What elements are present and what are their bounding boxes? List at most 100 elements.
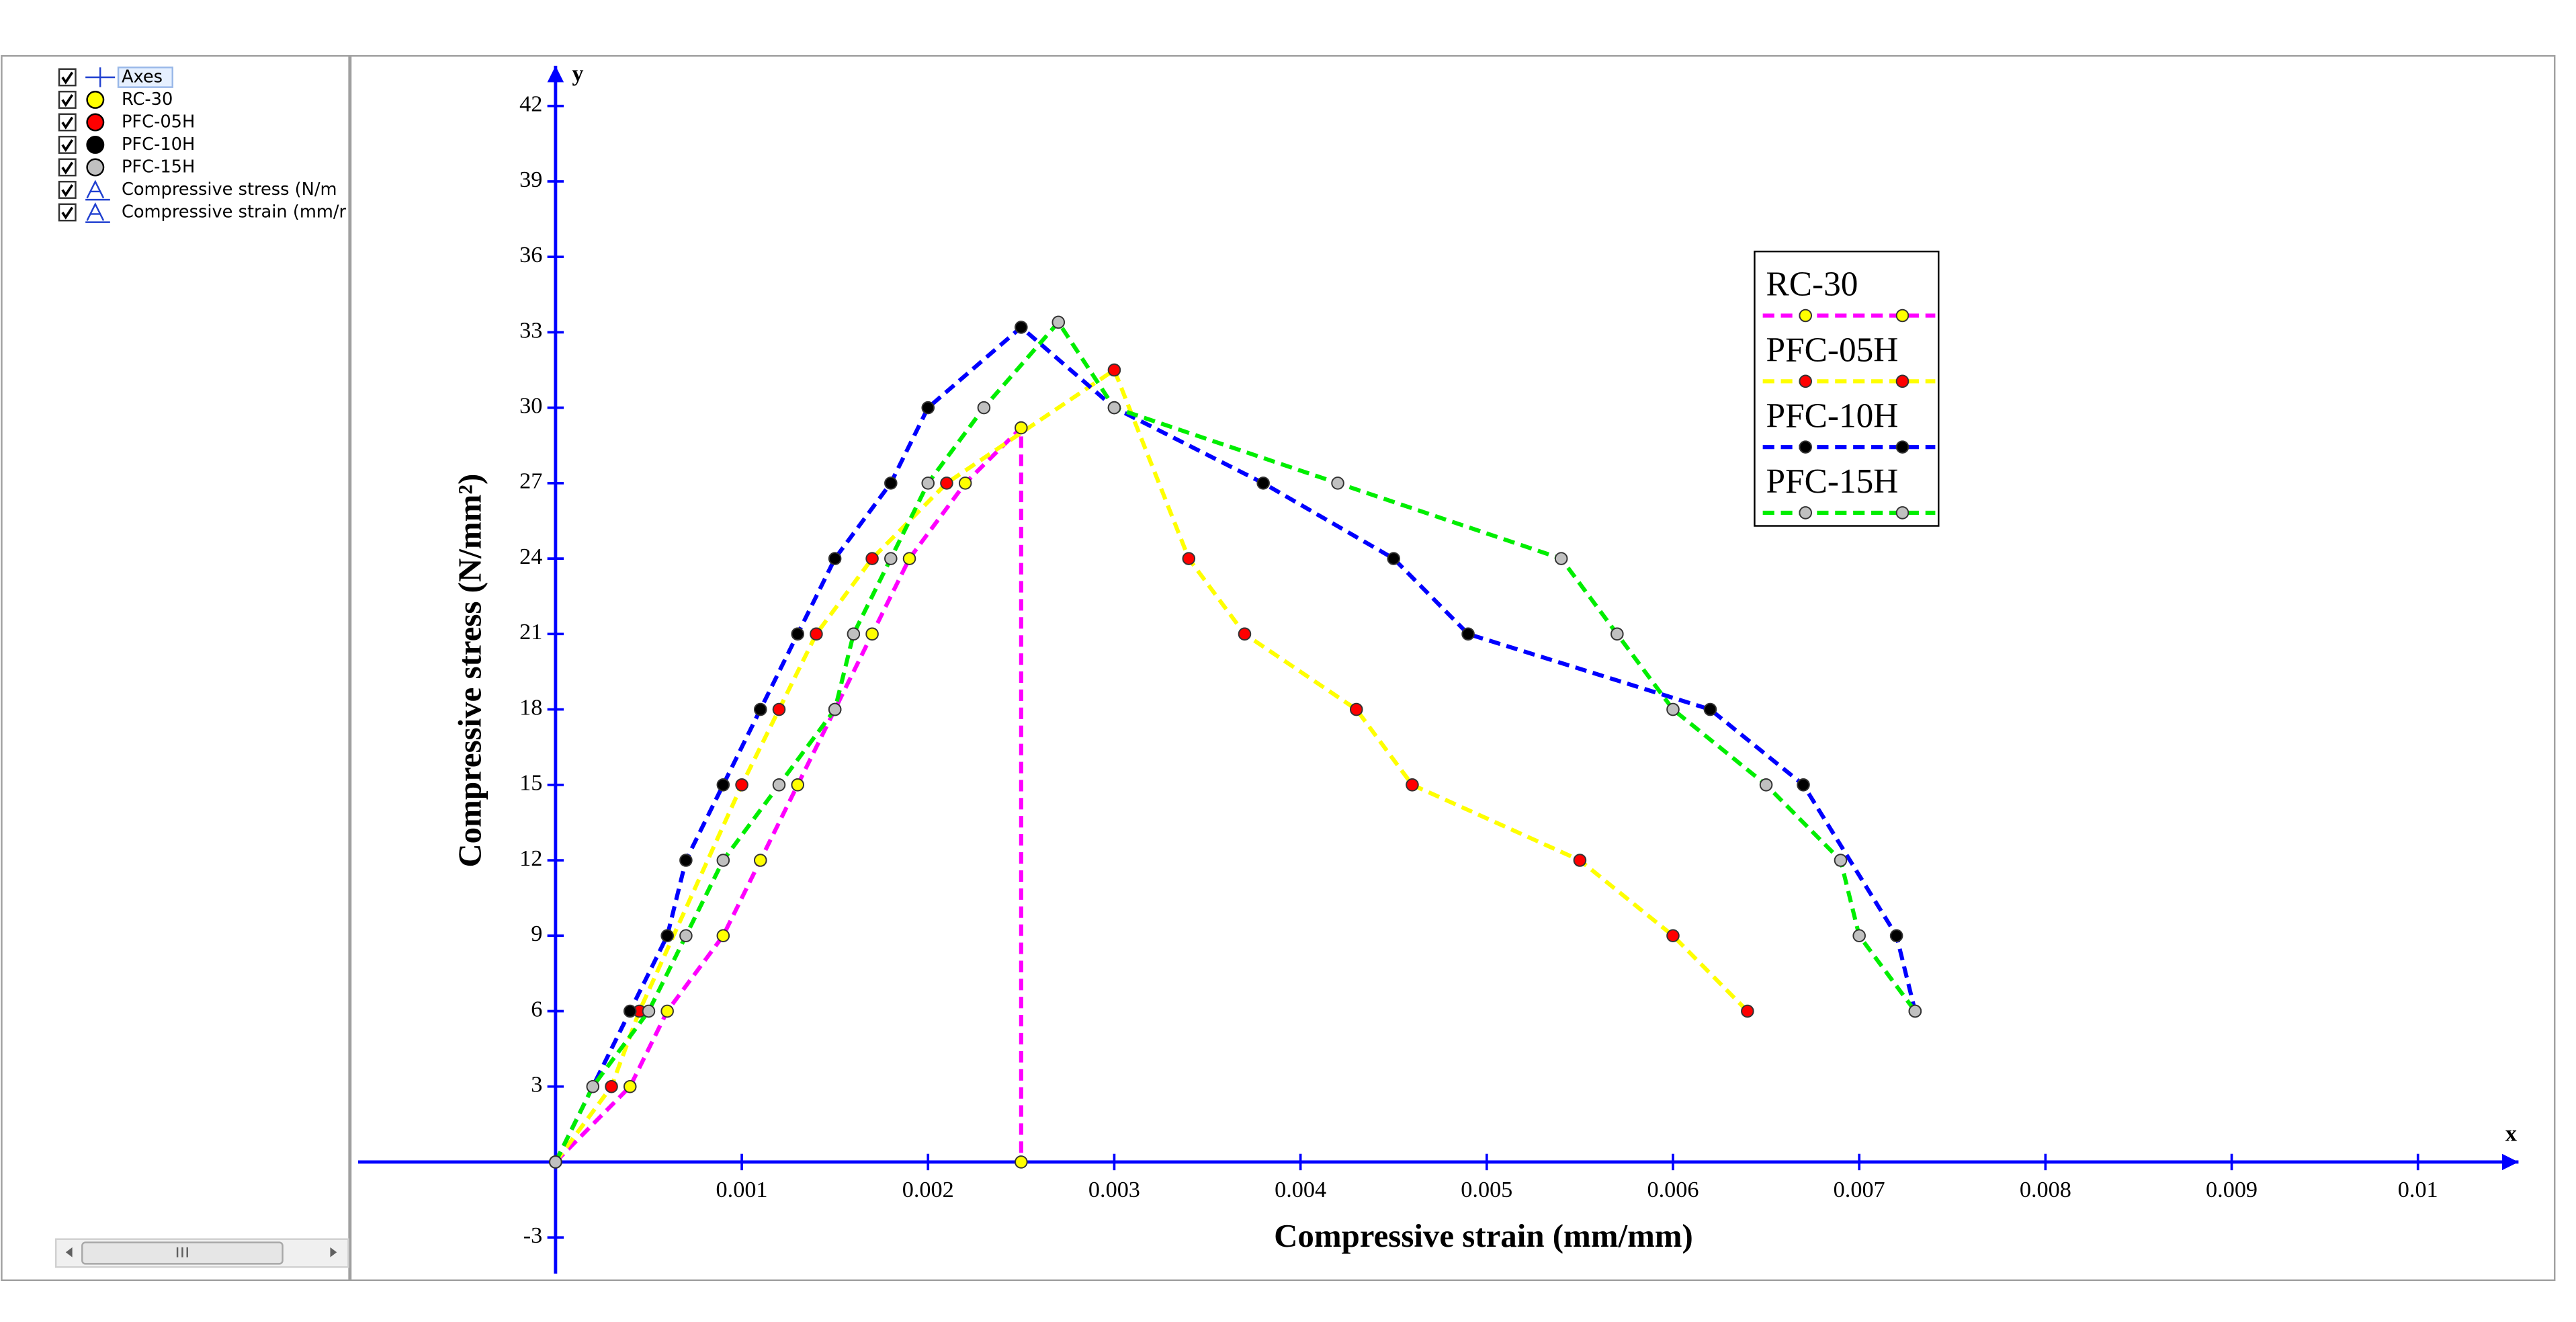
tree-item-label: PFC-10H — [122, 134, 195, 155]
checkbox[interactable] — [58, 203, 77, 222]
marker — [865, 552, 879, 565]
legend-label: PFC-05H — [1766, 331, 1899, 370]
legend: RC-30 PFC-05H PFC-10H PFC-15H — [1762, 265, 1936, 520]
marker — [642, 1004, 656, 1018]
y-tick-label: 9 — [531, 921, 542, 946]
x-axis-symbol: x — [2505, 1121, 2517, 1147]
check-mark — [61, 71, 74, 85]
marker — [791, 627, 804, 641]
y-axis-label: Compressive stress (N/mm²) — [451, 474, 488, 868]
y-tick-label: 36 — [519, 242, 542, 267]
marker — [1107, 363, 1121, 377]
marker — [828, 552, 842, 565]
tree-item[interactable]: RC-30 — [58, 89, 173, 110]
legend-label: PFC-10H — [1766, 397, 1899, 435]
marker — [902, 552, 916, 565]
y-tick-label: 27 — [519, 468, 542, 494]
marker — [772, 702, 786, 716]
series-icon — [86, 136, 105, 154]
tree-item[interactable]: Compressive stress (N/m — [58, 179, 337, 201]
marker — [772, 778, 786, 792]
marker — [1051, 315, 1066, 329]
y-tick-label: 6 — [531, 996, 542, 1022]
y-tick-label: 33 — [519, 317, 542, 343]
marker — [884, 477, 898, 490]
y-tick-label: -3 — [523, 1223, 543, 1248]
x-tick-label: 0.01 — [2398, 1177, 2438, 1202]
checkbox[interactable] — [58, 158, 77, 177]
marker — [940, 477, 953, 490]
marker — [623, 1004, 637, 1018]
checkbox[interactable] — [58, 68, 77, 87]
y-tick-label: 21 — [519, 619, 542, 645]
marker — [753, 854, 767, 867]
marker — [1182, 552, 1196, 565]
check-mark — [61, 184, 74, 198]
label-icon — [85, 179, 110, 201]
marker — [623, 1079, 637, 1093]
marker — [735, 778, 748, 792]
label-icon — [85, 202, 110, 223]
y-tick-label: 3 — [531, 1072, 542, 1098]
tree-item[interactable]: Axes — [58, 67, 173, 88]
marker — [921, 401, 935, 415]
marker — [1406, 778, 1419, 792]
marker — [1834, 854, 1848, 867]
checkbox[interactable] — [58, 181, 77, 199]
tree-item[interactable]: PFC-10H — [58, 134, 195, 155]
y-axis-arrow — [547, 65, 564, 83]
checkbox[interactable] — [58, 136, 77, 154]
marker — [1015, 321, 1028, 334]
marker — [605, 1079, 618, 1093]
check-mark — [61, 116, 74, 130]
marker — [1889, 929, 1903, 943]
marker — [1741, 1004, 1754, 1018]
y-tick-label: 18 — [519, 694, 542, 720]
marker — [1666, 929, 1680, 943]
legend-label: PFC-15H — [1766, 462, 1899, 501]
marker — [1797, 778, 1810, 792]
series-line — [554, 366, 1750, 1163]
y-tick-label: 15 — [519, 770, 542, 796]
legend-marker — [1799, 308, 1813, 323]
marker — [1908, 1004, 1922, 1018]
marker — [977, 401, 991, 415]
tree-item[interactable]: PFC-05H — [58, 112, 195, 132]
legend-label: RC-30 — [1766, 265, 1858, 304]
legend-marker — [1895, 440, 1909, 454]
marker — [1387, 552, 1400, 565]
y-tick-label: 30 — [519, 393, 542, 419]
checkbox[interactable] — [58, 113, 77, 132]
legend-marker — [1799, 506, 1813, 520]
window-frame — [1, 54, 2556, 1282]
tree-item-label: PFC-15H — [122, 157, 195, 177]
x-axis-label: Compressive strain (mm/mm) — [1274, 1217, 1693, 1254]
marker — [716, 929, 730, 943]
check-mark — [61, 94, 74, 108]
tree-item-label: Compressive stress (N/m — [122, 179, 337, 200]
x-tick-label: 0.003 — [1088, 1177, 1140, 1202]
series-icon — [86, 91, 105, 109]
legend-marker — [1799, 440, 1813, 454]
marker — [1461, 627, 1475, 641]
y-tick-label: 24 — [519, 544, 542, 569]
x-tick-label: 0.002 — [902, 1177, 954, 1202]
legend-marker — [1895, 374, 1909, 388]
marker — [1703, 702, 1717, 716]
checkbox[interactable] — [58, 91, 77, 109]
scrollbar[interactable] — [54, 1238, 349, 1268]
y-tick-label: 42 — [519, 91, 542, 117]
marker — [1611, 627, 1624, 641]
marker — [679, 929, 693, 943]
tree-item-label: Axes — [122, 67, 163, 87]
legend-marker — [1895, 506, 1909, 520]
tree-item[interactable]: Compressive strain (mm/r — [58, 202, 346, 223]
marker — [847, 627, 861, 641]
marker — [1238, 627, 1252, 641]
legend-marker — [1799, 374, 1813, 388]
tree-item[interactable]: PFC-15H — [58, 157, 195, 177]
marker — [1256, 477, 1270, 490]
check-mark — [61, 139, 74, 153]
marker — [716, 854, 730, 867]
